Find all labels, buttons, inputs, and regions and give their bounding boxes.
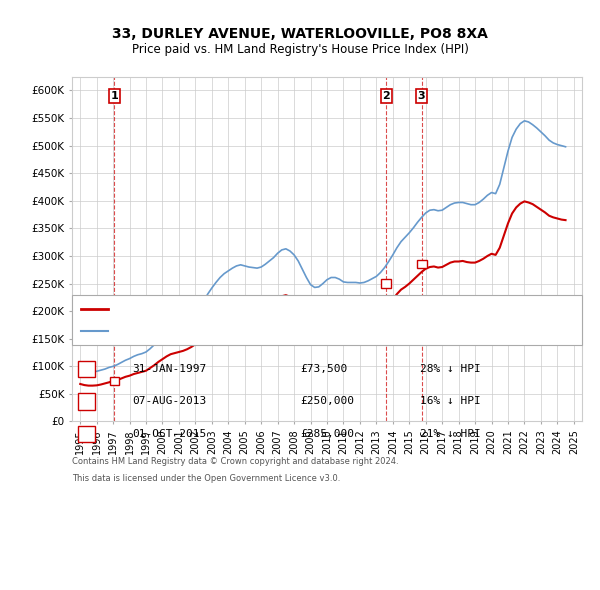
FancyBboxPatch shape bbox=[416, 260, 427, 268]
FancyBboxPatch shape bbox=[110, 377, 119, 385]
Text: Price paid vs. HM Land Registry's House Price Index (HPI): Price paid vs. HM Land Registry's House … bbox=[131, 43, 469, 56]
Text: 01-OCT-2015: 01-OCT-2015 bbox=[132, 429, 206, 439]
Text: 1: 1 bbox=[110, 91, 118, 101]
Text: 16% ↓ HPI: 16% ↓ HPI bbox=[420, 396, 481, 407]
Text: 2: 2 bbox=[83, 396, 90, 407]
Text: 2: 2 bbox=[382, 91, 390, 101]
Text: 07-AUG-2013: 07-AUG-2013 bbox=[132, 396, 206, 407]
Text: 3: 3 bbox=[83, 429, 90, 439]
Text: 3: 3 bbox=[418, 91, 425, 101]
Text: HPI: Average price, detached house, Havant: HPI: Average price, detached house, Hava… bbox=[114, 326, 344, 336]
Text: £73,500: £73,500 bbox=[300, 364, 347, 374]
Text: 31-JAN-1997: 31-JAN-1997 bbox=[132, 364, 206, 374]
Text: Contains HM Land Registry data © Crown copyright and database right 2024.: Contains HM Land Registry data © Crown c… bbox=[72, 457, 398, 466]
FancyBboxPatch shape bbox=[381, 280, 391, 288]
Text: This data is licensed under the Open Government Licence v3.0.: This data is licensed under the Open Gov… bbox=[72, 474, 340, 483]
Text: £285,000: £285,000 bbox=[300, 429, 354, 439]
Text: 33, DURLEY AVENUE, WATERLOOVILLE, PO8 8XA: 33, DURLEY AVENUE, WATERLOOVILLE, PO8 8X… bbox=[112, 27, 488, 41]
Text: 33, DURLEY AVENUE, WATERLOOVILLE, PO8 8XA (detached house): 33, DURLEY AVENUE, WATERLOOVILLE, PO8 8X… bbox=[114, 304, 459, 314]
Text: 21% ↓ HPI: 21% ↓ HPI bbox=[420, 429, 481, 439]
Text: 1: 1 bbox=[83, 364, 90, 374]
Text: 28% ↓ HPI: 28% ↓ HPI bbox=[420, 364, 481, 374]
Text: £250,000: £250,000 bbox=[300, 396, 354, 407]
